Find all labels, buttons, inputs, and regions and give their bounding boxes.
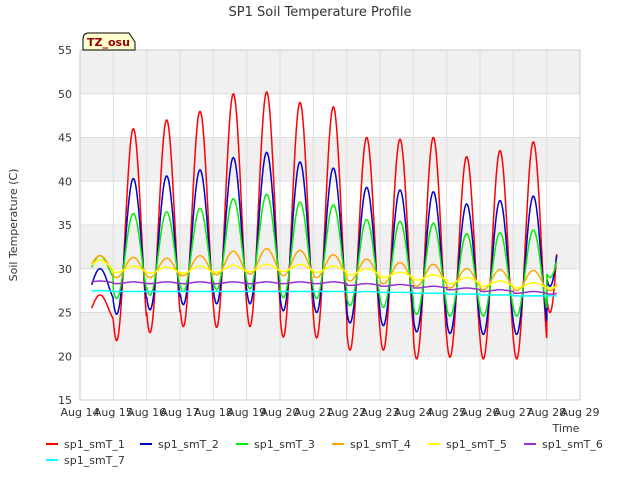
y-tick-label: 20 [58,350,72,363]
x-tick-label: Aug 17 [161,406,200,419]
x-tick-label: Aug 25 [427,406,466,419]
series-line-sp1_smT_4 [91,247,558,292]
y-tick-label: 50 [58,88,72,101]
series-line-sp1_smT_7 [91,289,557,297]
plot-frame [79,49,581,401]
x-tick-label: Aug 18 [194,406,233,419]
series-line-sp1_smT_3 [91,193,558,317]
series-line-sp1_smT_6 [91,280,557,295]
x-tick-label: Aug 27 [494,406,533,419]
y-tick-label: 45 [58,132,72,145]
annotation-text: TZ_osu [87,36,130,49]
y-tick-label: 30 [58,263,72,276]
y-tick-label: 25 [58,307,72,320]
x-tick-label: Aug 22 [327,406,366,419]
annotation-box [82,32,136,51]
x-tick-label: Aug 21 [294,406,333,419]
background-band [80,312,580,357]
tz-annotation: TZ_osu [82,32,136,51]
background-band [80,50,580,94]
legend-label-sp1_smT_1: sp1_smT_1 [64,438,125,451]
x-tick-label: Aug 16 [127,406,166,419]
background-band [80,225,580,269]
x-tick-label: Aug 14 [61,406,100,419]
series-line-sp1_smT_2 [90,151,558,336]
x-tick-label: Aug 29 [561,406,600,419]
background-band [80,356,580,400]
x-tick-label: Aug 26 [461,406,500,419]
legend-label-sp1_smT_5: sp1_smT_5 [446,438,507,451]
x-tick-label: Aug 20 [261,406,300,419]
y-axis-label: Soil Temperature (C) [7,169,20,282]
chart-title: SP1 Soil Temperature Profile [229,5,412,20]
legend-label-sp1_smT_7: sp1_smT_7 [64,454,125,467]
x-tick-label: Aug 24 [394,406,433,419]
legend-label-sp1_smT_6: sp1_smT_6 [542,438,603,451]
legend-label-sp1_smT_2: sp1_smT_2 [158,438,219,451]
series-line-sp1_smT_1 [90,91,558,360]
x-tick-label: Aug 23 [361,406,400,419]
legend-label-sp1_smT_3: sp1_smT_3 [254,438,315,451]
y-axis-ticks: 15 20 25 30 35 40 45 50 55 [58,44,72,407]
background-band [80,137,580,182]
legend: sp1_smT_1 sp1_smT_2 sp1_smT_3 sp1_smT_4 sp1_… [46,438,603,467]
y-tick-label: 55 [58,44,72,57]
x-axis-label: Time [552,422,580,435]
series-lines [90,91,558,360]
legend-label-sp1_smT_4: sp1_smT_4 [350,438,411,451]
x-tick-label: Aug 28 [527,406,566,419]
y-tick-label: 40 [58,175,72,188]
x-tick-label: Aug 19 [227,406,266,419]
series-line-sp1_smT_5 [91,259,557,289]
x-tick-label: Aug 15 [94,406,133,419]
y-tick-label: 35 [58,219,72,232]
y-tick-label: 15 [58,394,72,407]
